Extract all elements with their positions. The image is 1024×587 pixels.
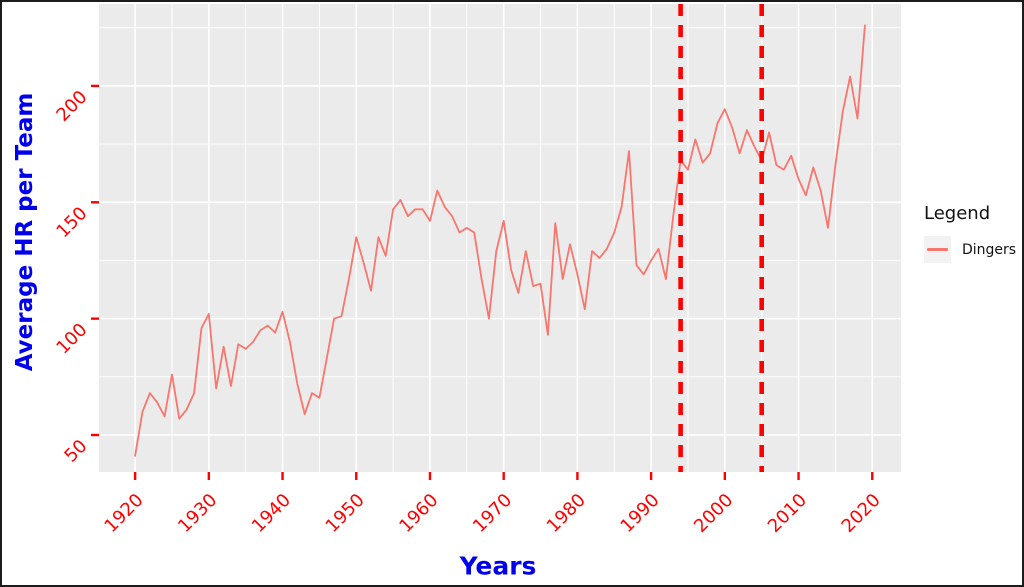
y-axis-title: Average HR per Team xyxy=(12,92,38,372)
legend-entry: Dingers xyxy=(924,236,1016,263)
y-tick-label: 100 xyxy=(52,319,91,358)
minor-gridlines xyxy=(99,4,901,472)
x-tick-label: 1990 xyxy=(616,490,663,537)
dingers-line xyxy=(134,24,866,457)
x-tick-label: 1970 xyxy=(469,490,516,537)
x-tick-label: 1960 xyxy=(395,490,442,537)
x-tick-label: 1920 xyxy=(100,490,147,537)
reference-dashed-lines xyxy=(678,4,764,472)
y-axis-ticks xyxy=(91,84,99,437)
x-axis-tick-labels: 1920 1930 1940 1950 1960 1970 1980 1990 2000 2010… xyxy=(100,490,884,537)
major-gridlines xyxy=(99,4,901,472)
y-tick-label: 150 xyxy=(52,203,91,242)
x-tick-label: 1940 xyxy=(248,490,295,537)
x-tick-label: 1950 xyxy=(322,490,369,537)
x-tick-label: 2020 xyxy=(838,490,885,537)
series-line-sample-icon xyxy=(927,248,948,251)
legend: Legend Dingers xyxy=(924,203,1016,263)
x-tick-label: 2000 xyxy=(690,490,737,537)
y-axis-tick-labels: 50 100 150 200 xyxy=(52,87,91,467)
legend-title: Legend xyxy=(924,203,991,224)
x-axis-ticks xyxy=(133,472,874,480)
y-tick-label: 200 xyxy=(52,87,91,126)
legend-series-label: Dingers xyxy=(962,241,1017,258)
x-tick-label: 1980 xyxy=(543,490,590,537)
legend-key-swatch xyxy=(924,236,951,263)
x-tick-label: 1930 xyxy=(174,490,221,537)
y-tick-label: 50 xyxy=(60,436,91,467)
x-axis-title: Years xyxy=(459,551,537,581)
x-tick-label: 2010 xyxy=(764,490,811,537)
